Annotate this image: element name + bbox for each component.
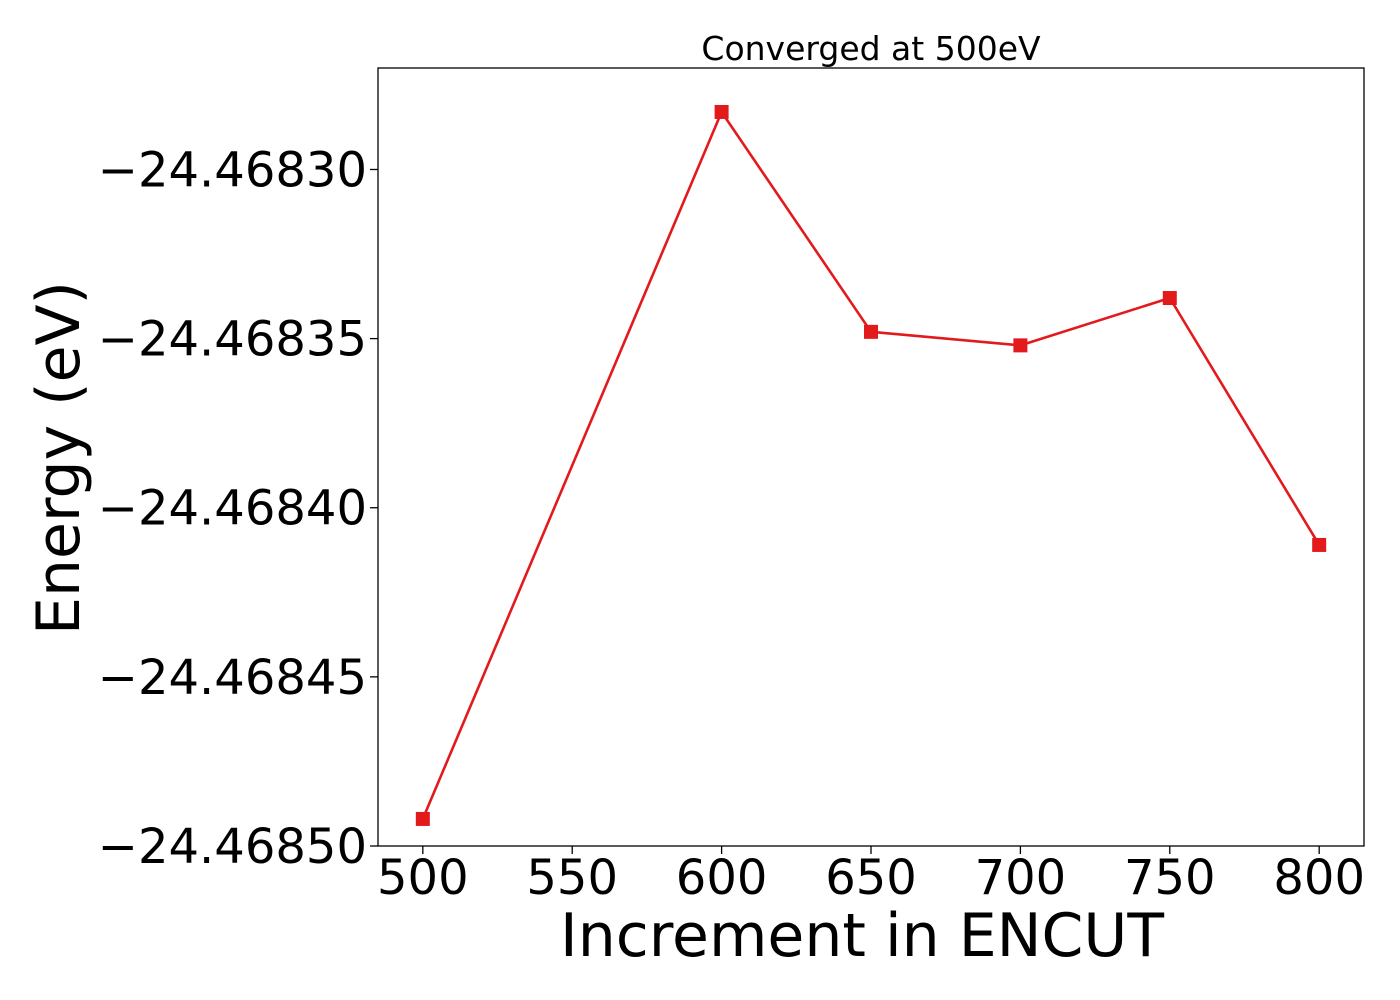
x-tick-label: 800 xyxy=(1273,850,1365,906)
data-point-marker xyxy=(1013,338,1028,353)
plot-series xyxy=(415,104,1327,826)
y-tick-label: −24.46840 xyxy=(98,481,367,537)
x-tick-label: 750 xyxy=(1124,850,1216,906)
x-tick-label: 650 xyxy=(825,850,917,906)
x-axis-label: Increment in ENCUT xyxy=(560,901,1164,971)
y-tick-label: −24.46830 xyxy=(98,142,367,198)
x-tick-label: 550 xyxy=(526,850,618,906)
data-point-marker xyxy=(864,324,878,339)
x-tick-label: 600 xyxy=(676,850,768,906)
chart-title: Converged at 500eV xyxy=(701,29,1041,68)
data-point-marker xyxy=(1162,291,1177,306)
y-tick-label: −24.46845 xyxy=(98,650,367,706)
x-axis-ticks: 500 550 600 650 700 750 800 xyxy=(377,846,1365,906)
y-axis-label: Energy (eV) xyxy=(24,281,94,635)
y-axis-ticks: −24.46830 −24.46835 −24.46840 −24.46845 −24.… xyxy=(98,142,378,875)
plot-frame xyxy=(377,67,1365,847)
x-tick-label: 500 xyxy=(377,850,469,906)
y-tick-label: −24.46835 xyxy=(98,312,367,368)
data-point-marker xyxy=(1312,537,1327,552)
x-tick-label: 700 xyxy=(975,850,1067,906)
y-tick-label: −24.46850 xyxy=(98,819,367,875)
data-point-marker xyxy=(415,811,430,826)
series-line xyxy=(421,110,1321,820)
data-point-marker xyxy=(714,104,729,119)
